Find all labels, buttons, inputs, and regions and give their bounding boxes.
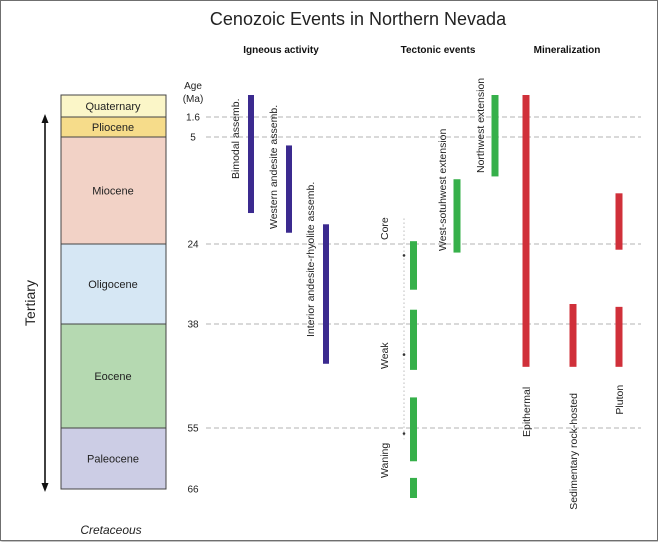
tectonic-dot-2: [402, 353, 406, 356]
epoch-column: Quaternary Pliocene Miocene Oligocene Eocene…: [60, 94, 167, 490]
header-igneous-activity: Igneous activity: [243, 45, 319, 56]
tertiary-label: Tertiary: [22, 280, 38, 326]
age-tick-24: 24: [187, 240, 199, 251]
age-axis-label: Age: [184, 81, 202, 92]
header-tectonic-events: Tectonic events: [401, 45, 476, 56]
tectonic-dot-1: [402, 254, 406, 257]
diagram-title: Cenozoic Events in Northern Nevada: [210, 9, 507, 29]
epoch-paleocene: [60, 427, 167, 490]
tectonic-dot-3: [402, 432, 406, 435]
age-axis-unit: (Ma): [183, 94, 204, 105]
extension-bar-2: [491, 95, 499, 177]
epoch-label-eocene: Eocene: [94, 371, 131, 383]
cretaceous-label: Cretaceous: [80, 523, 141, 537]
tertiary-arrow-head-up: [41, 114, 49, 123]
extension-label-1: West-sotuhwest extension: [437, 128, 449, 251]
age-tick-38: 38: [187, 320, 199, 331]
mineralization-bar-1: [522, 95, 530, 367]
igneous-bar-2: [286, 145, 292, 233]
igneous-label-1: Bimodal assemb.: [230, 98, 242, 179]
tectonic-bar-1: [410, 241, 417, 290]
epoch-label-paleocene: Paleocene: [87, 454, 139, 466]
event-bars: [248, 95, 623, 498]
tectonic-bar-4: [410, 477, 417, 498]
age-tick-66: 66: [187, 485, 199, 496]
age-tick-labels: 1.6 5 24 38 55 66: [186, 113, 200, 496]
age-tick-1-6: 1.6: [186, 113, 200, 124]
epoch-label-pliocene: Pliocene: [92, 122, 134, 134]
tectonic-phase-label-waning: Waning: [379, 443, 391, 478]
epoch-label-oligocene: Oligocene: [88, 279, 138, 291]
age-gridlines: [206, 116, 641, 429]
mineralization-bar-2: [569, 304, 577, 367]
epoch-label-quaternary: Quaternary: [85, 101, 141, 113]
extension-bar-1: [453, 179, 461, 253]
igneous-label-3: Interior andesite-rhyolite assemb.: [305, 182, 317, 337]
tectonic-dotted-guide: [402, 218, 406, 440]
tertiary-arrow-head-down: [41, 483, 49, 492]
epoch-eocene: [60, 323, 167, 429]
epoch-miocene: [60, 136, 167, 245]
age-tick-55: 55: [187, 424, 199, 435]
epoch-label-miocene: Miocene: [92, 186, 134, 198]
epoch-oligocene: [60, 243, 167, 325]
header-mineralization: Mineralization: [534, 45, 601, 56]
igneous-bar-1: [248, 95, 254, 214]
mineralization-bar-3: [615, 193, 623, 250]
mineralization-label-1: Epithermal: [521, 387, 533, 437]
igneous-label-2: Western andesite assemb.: [268, 105, 280, 229]
tectonic-phase-label-weak: Weak: [379, 342, 391, 369]
mineralization-label-3: Pluton: [614, 385, 626, 415]
extension-label-2: Northwest extension: [475, 78, 487, 173]
age-tick-5: 5: [190, 133, 196, 144]
igneous-bar-3: [323, 224, 329, 364]
event-labels: Bimodal assemb. Western andesite assemb. I…: [230, 78, 626, 510]
tectonic-bar-3: [410, 397, 417, 462]
mineralization-label-2: Sedimentary rock-hosted: [568, 393, 580, 510]
tectonic-phase-label-core: Core: [379, 217, 391, 240]
tectonic-bar-2: [410, 309, 417, 370]
mineralization-bar-3-b: [615, 306, 623, 367]
